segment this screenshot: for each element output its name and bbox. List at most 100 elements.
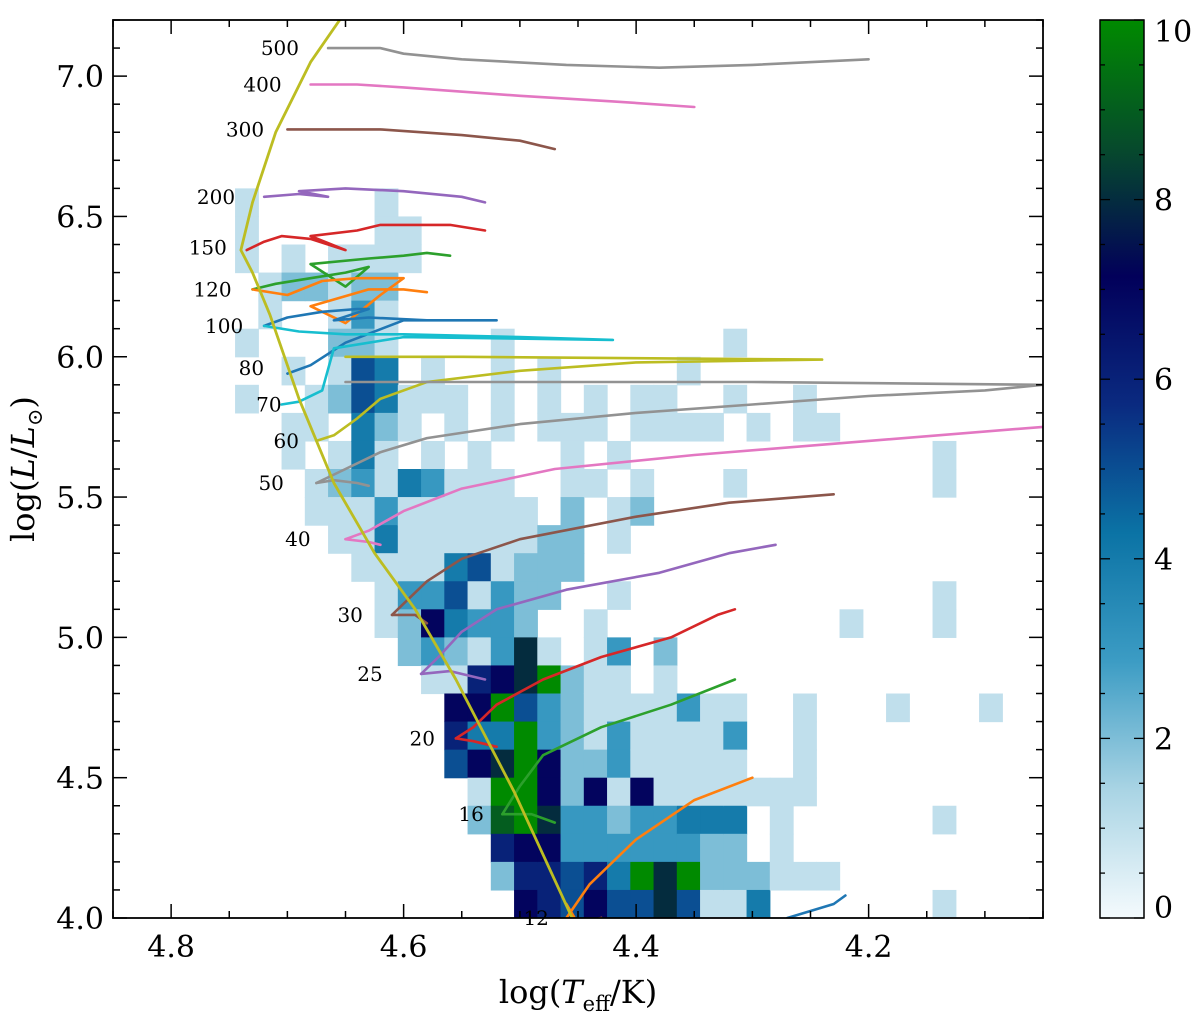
heatmap-cell (374, 328, 399, 358)
heatmap-cell (630, 833, 655, 863)
heatmap-cell (490, 693, 515, 723)
heatmap-cell (746, 412, 771, 442)
heatmap-cell (467, 777, 492, 807)
heatmap-cell (397, 384, 422, 414)
heatmap-cell (653, 749, 678, 779)
x-tick-label: 4.2 (845, 930, 893, 965)
heatmap-cell (700, 805, 724, 835)
heatmap-cell (467, 525, 492, 554)
heatmap-cell (467, 805, 492, 835)
heatmap-cell (560, 749, 585, 779)
heatmap-cell (816, 412, 841, 442)
colorbar-ticks: 0 2 4 6 8 10 (1100, 15, 1192, 926)
heatmap-cell (676, 777, 701, 807)
heatmap-cell (769, 777, 794, 807)
heatmap-cell (514, 861, 538, 891)
mass-label: 16 (458, 802, 483, 826)
track-line (286, 128, 557, 151)
heatmap-cell (537, 384, 562, 414)
heatmap-cell (490, 777, 515, 807)
heatmap-cell (583, 637, 608, 667)
heatmap-cell (723, 777, 748, 807)
heatmap-cell (490, 469, 515, 498)
heatmap-cell (723, 328, 748, 358)
heatmap-cell (630, 749, 655, 779)
mass-label: 500 (261, 36, 299, 60)
heatmap-cell (328, 356, 352, 386)
heatmap-cell (653, 637, 678, 667)
heatmap-cell (328, 384, 352, 414)
heatmap-cell (537, 412, 562, 442)
heatmap-cell (537, 777, 562, 807)
heatmap-cell (607, 440, 631, 470)
heatmap-cell (421, 497, 445, 526)
track-line (251, 276, 429, 325)
heatmap-cell (444, 525, 469, 554)
heatmap-cell (653, 665, 678, 695)
heatmap-cell (537, 356, 562, 386)
heatmap-cell (630, 721, 655, 751)
heatmap-cell (932, 469, 957, 498)
heatmap-cell (397, 216, 422, 246)
heatmap-cell (351, 497, 376, 526)
track-line (315, 478, 370, 488)
heatmap-cell (490, 384, 515, 414)
heatmap-cell (560, 889, 585, 918)
heatmap-cell (723, 833, 748, 863)
heatmap-cell (676, 721, 701, 751)
heatmap-cell (421, 637, 445, 667)
heatmap-cell (514, 609, 538, 638)
heatmap-cell (467, 440, 492, 470)
heatmap-cell (537, 721, 562, 751)
heatmap-cell (351, 356, 376, 386)
track-line (245, 223, 487, 252)
heatmap-cell (700, 861, 724, 891)
heatmap-cell (328, 497, 352, 526)
heatmap-cell (397, 469, 422, 498)
heatmap-cell (397, 412, 422, 442)
heatmap-cell (583, 469, 608, 498)
heatmap-cell (467, 469, 492, 498)
heatmap-cell (769, 833, 794, 863)
y-title-italic2: L (4, 426, 42, 448)
heatmap-cell (653, 412, 678, 442)
heatmap-cell (560, 833, 585, 863)
y-tick-label: 4.5 (56, 762, 104, 797)
heatmap-cell (630, 497, 655, 526)
heatmap-cells (235, 188, 1003, 918)
heatmap-cell (537, 693, 562, 723)
x-axis-title: log(Teff/K) (499, 973, 657, 1016)
mass-label: 150 (189, 235, 227, 259)
heatmap-cell (537, 637, 562, 667)
heatmap-cell (281, 440, 306, 470)
heatmap-cell (514, 581, 538, 610)
y-tick-label: 5.0 (56, 621, 104, 656)
heatmap-cell (583, 777, 608, 807)
heatmap-cell (746, 889, 771, 918)
heatmap-cell (723, 693, 748, 723)
heatmap-cell (769, 861, 794, 891)
mass-label: 30 (337, 603, 362, 627)
heatmap-cell (514, 721, 538, 751)
heatmap-cell (444, 384, 469, 414)
heatmap-cell (490, 609, 515, 638)
heatmap-cell (583, 693, 608, 723)
heatmap-cell (490, 637, 515, 667)
heatmap-cell (514, 525, 538, 554)
heatmap-cell (304, 412, 329, 442)
heatmap-cell (583, 721, 608, 751)
x-tick-label: 4.8 (147, 930, 195, 965)
heatmap-cell (932, 889, 957, 918)
heatmap-cell (607, 777, 631, 807)
heatmap-cell (444, 693, 469, 723)
heatmap-cell (235, 328, 259, 358)
heatmap-cell (560, 525, 585, 554)
heatmap-cell (676, 861, 701, 891)
heatmap-cell (467, 581, 492, 610)
heatmap-cell (583, 665, 608, 695)
heatmap-cell (397, 244, 422, 274)
heatmap-cell (676, 749, 701, 779)
heatmap-cell (839, 609, 864, 638)
mass-label: 100 (205, 314, 243, 338)
heatmap-cell (490, 581, 515, 610)
